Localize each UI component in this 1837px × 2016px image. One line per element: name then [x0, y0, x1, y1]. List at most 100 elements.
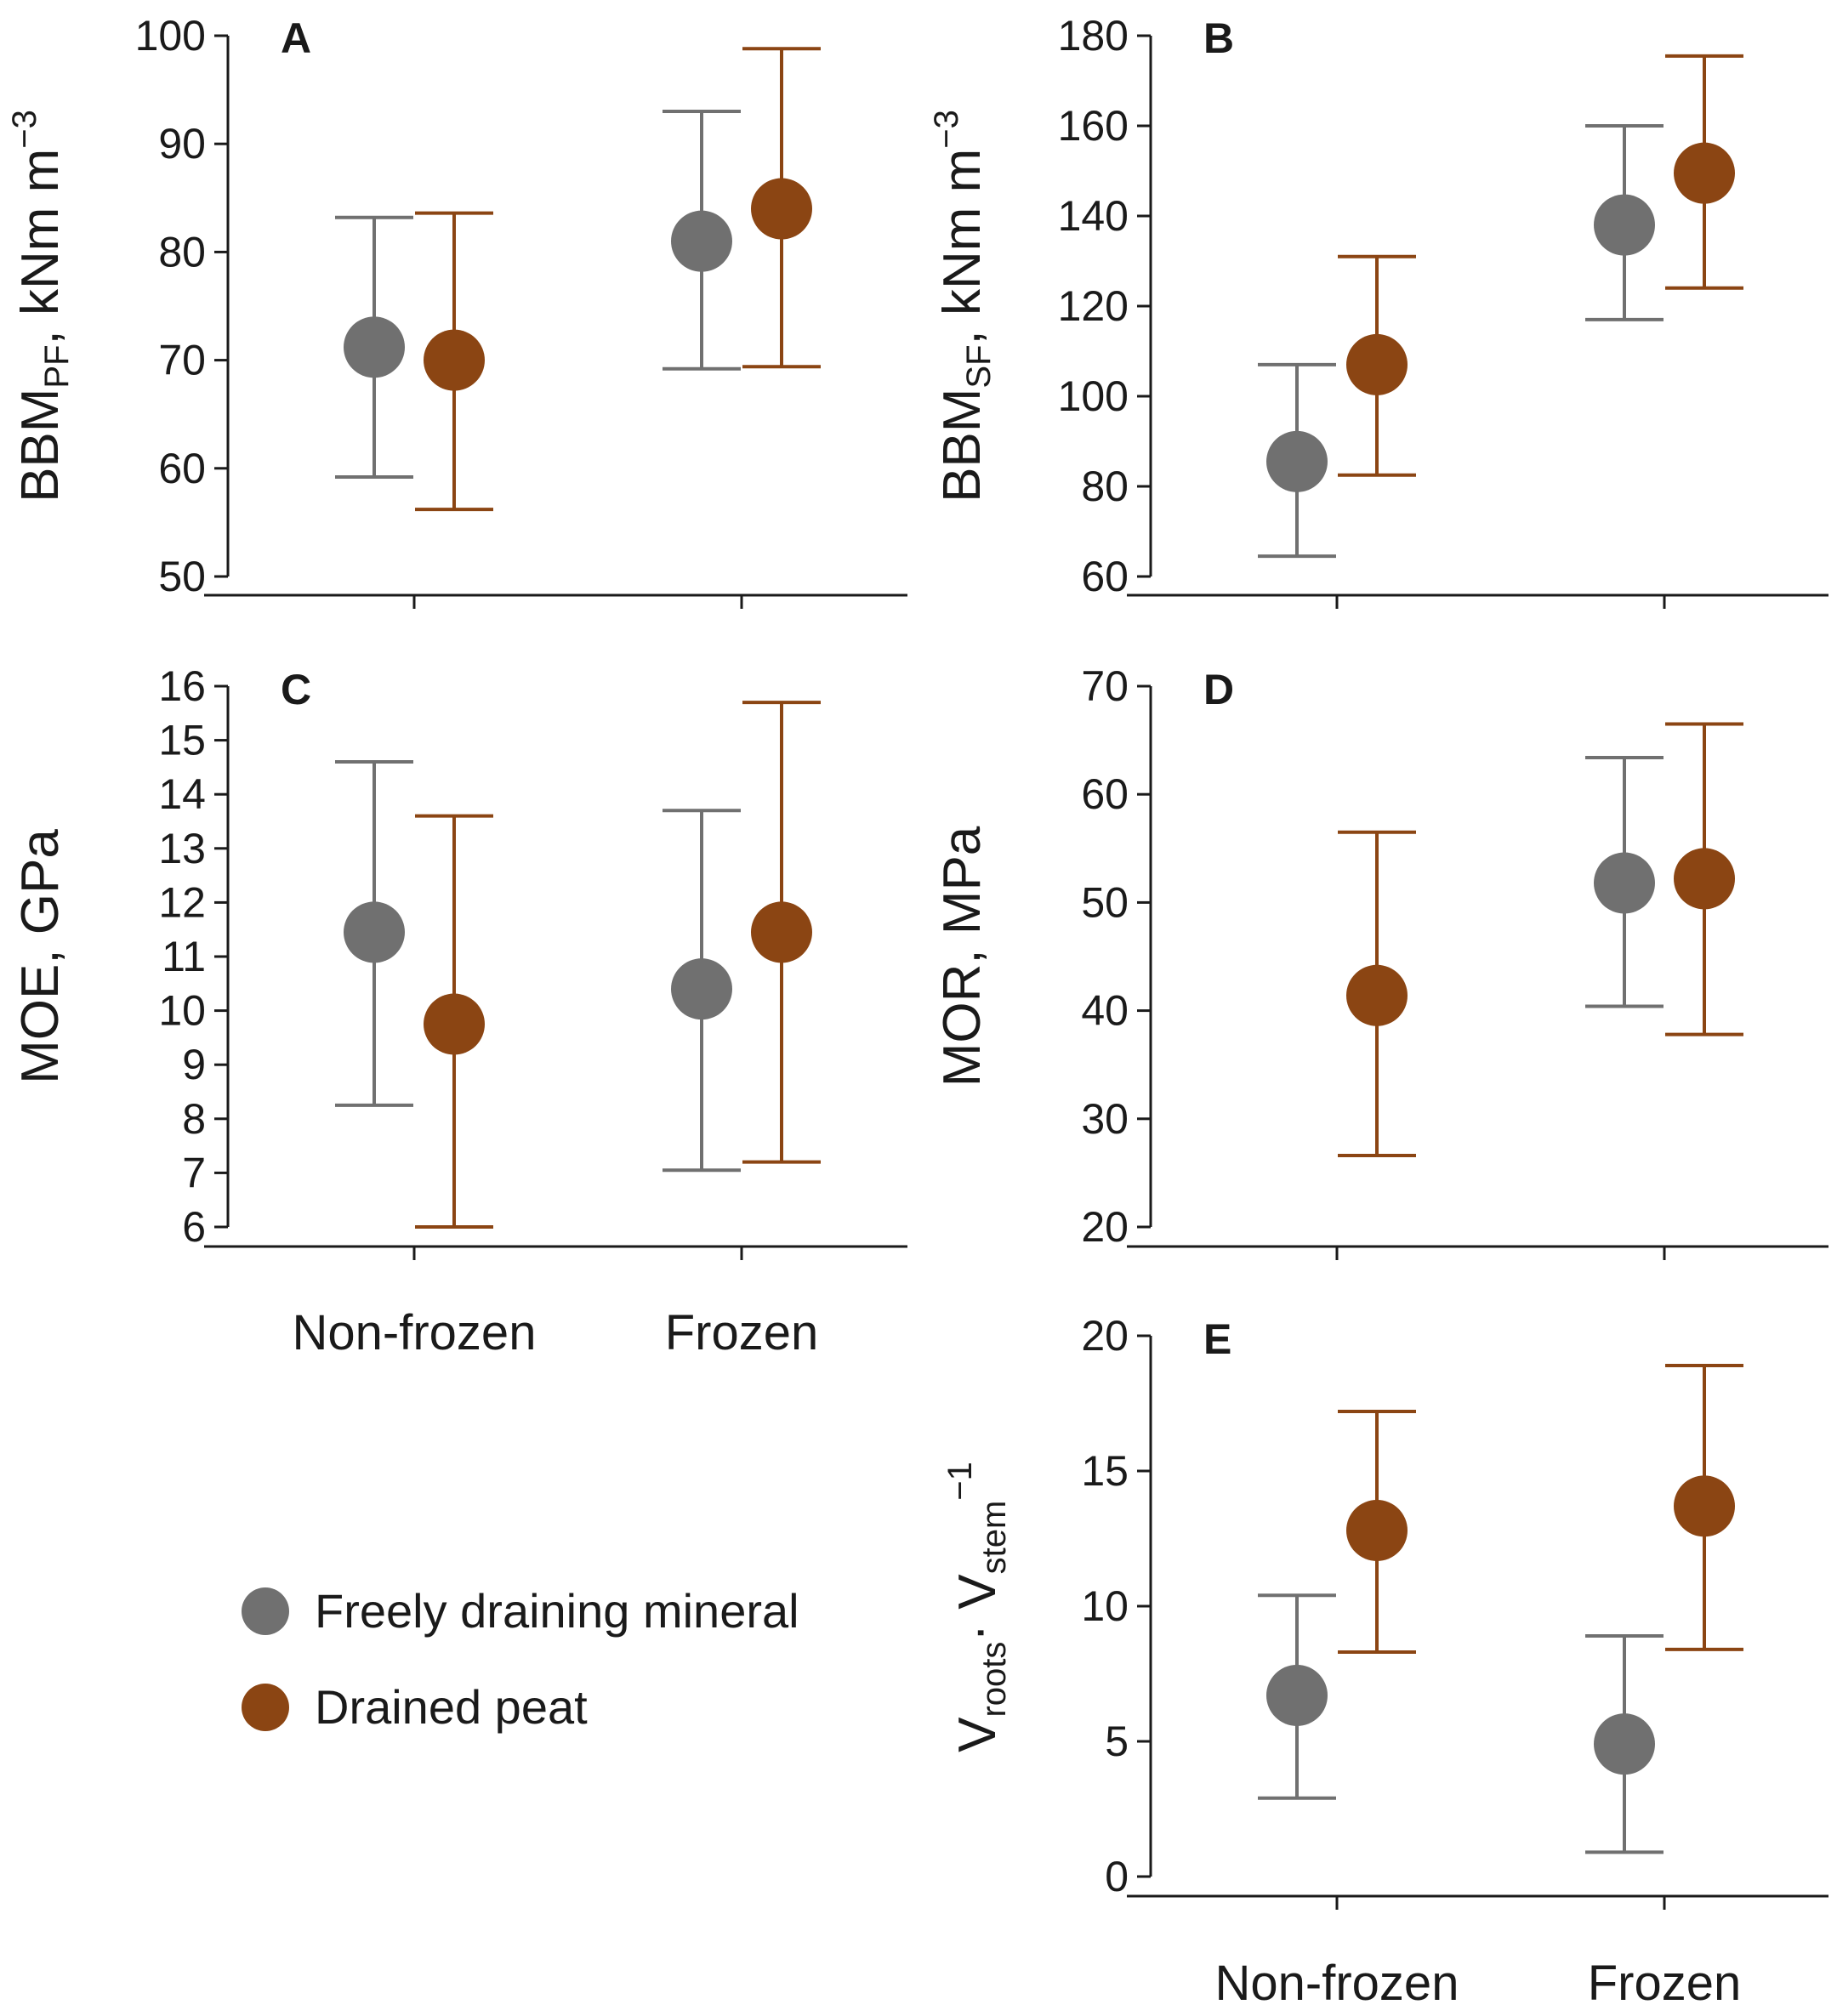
data-point-d-peat-1 [1674, 848, 1735, 910]
y-axis-title-a: BBMPF, kNm m−3 [6, 110, 76, 503]
y-tick-label-a-60: 60 [158, 445, 206, 492]
legend-marker-mineral [242, 1587, 289, 1635]
panel-d: 20 30 40 50 60 70 D MOR, MPa [933, 662, 1828, 1260]
data-point-c-mineral-1 [671, 958, 732, 1020]
y-axis-title-b: BBMSF, kNm m−3 [928, 110, 998, 503]
y-tick-label-e-15: 15 [1081, 1447, 1129, 1495]
panel-letter-d: D [1203, 666, 1234, 713]
y-tick-label-d-60: 60 [1081, 770, 1129, 818]
data-point-c-peat-0 [424, 993, 485, 1055]
y-tick-label-b-140: 140 [1058, 192, 1129, 240]
x-label-non-frozen-left: Non-frozen [293, 1305, 537, 1360]
data-point-b-mineral-1 [1594, 194, 1655, 256]
y-axis-title-part: V [948, 1717, 1007, 1752]
y-axis-title-part: roots [975, 1642, 1013, 1718]
y-tick-label-a-100: 100 [135, 12, 206, 60]
y-tick-label-e-10: 10 [1081, 1582, 1129, 1630]
y-axis-title-part: −1 [941, 1462, 979, 1501]
data-point-b-mineral-0 [1266, 430, 1328, 492]
left-column-x-axis-labels: Non-frozen Frozen [293, 1305, 819, 1360]
data-point-a-peat-0 [424, 329, 485, 391]
y-tick-label-b-160: 160 [1058, 102, 1129, 150]
data-point-b-peat-0 [1346, 333, 1408, 395]
y-tick-label-c-13: 13 [158, 825, 206, 872]
y-tick-label-d-50: 50 [1081, 878, 1129, 926]
y-tick-label-c-12: 12 [158, 878, 206, 926]
data-point-a-mineral-0 [344, 316, 405, 378]
y-tick-label-a-90: 90 [158, 120, 206, 168]
data-point-c-peat-1 [751, 901, 812, 963]
y-axis-title-part: −3 [6, 110, 43, 149]
y-axis-title-part: MOR, MPa [933, 826, 992, 1087]
y-tick-label-b-60: 60 [1081, 553, 1129, 600]
point-group-c-mineral-0 [335, 760, 413, 1107]
y-axis-title-part: BBM [11, 389, 70, 503]
y-tick-label-c-15: 15 [158, 717, 206, 764]
point-group-a-mineral-0 [335, 215, 413, 479]
x-label-frozen-right: Frozen [1588, 1956, 1742, 2011]
point-group-e-mineral-1 [1585, 1633, 1664, 1854]
y-tick-label-e-0: 0 [1105, 1853, 1129, 1900]
point-group-e-mineral-0 [1258, 1593, 1336, 1800]
y-tick-label-b-120: 120 [1058, 282, 1129, 330]
y-tick-label-c-6: 6 [182, 1203, 206, 1251]
panel-letter-e: E [1203, 1315, 1231, 1363]
y-tick-label-c-7: 7 [182, 1149, 206, 1196]
y-tick-label-c-10: 10 [158, 987, 206, 1035]
data-point-e-mineral-1 [1594, 1713, 1655, 1775]
legend-item-peat: Drained peat [242, 1680, 588, 1734]
y-tick-label-c-9: 9 [182, 1041, 206, 1088]
data-point-e-mineral-0 [1266, 1664, 1328, 1726]
legend-item-mineral: Freely draining mineral [242, 1584, 799, 1638]
point-group-a-peat-0 [415, 211, 493, 512]
y-tick-label-b-80: 80 [1081, 463, 1129, 510]
point-group-d-peat-0 [1338, 830, 1416, 1158]
y-tick-label-a-50: 50 [158, 553, 206, 600]
y-tick-label-c-16: 16 [158, 662, 206, 710]
data-point-a-peat-1 [751, 178, 812, 240]
point-group-d-peat-1 [1665, 722, 1743, 1036]
data-point-b-peat-1 [1674, 142, 1735, 204]
x-label-non-frozen-right: Non-frozen [1215, 1956, 1459, 2011]
point-group-d-mineral-1 [1585, 755, 1664, 1008]
y-axis-title-e: Vroots· Vstem−1 [941, 1462, 1013, 1752]
y-tick-label-d-20: 20 [1081, 1203, 1129, 1251]
y-tick-label-e-5: 5 [1105, 1718, 1129, 1765]
point-group-c-mineral-1 [663, 809, 741, 1173]
point-group-a-mineral-1 [663, 110, 741, 371]
y-tick-label-c-8: 8 [182, 1095, 206, 1143]
panel-a: 50 60 70 80 90 100 A BBMPF, kNm m−3 [6, 12, 907, 609]
data-point-c-mineral-0 [344, 901, 405, 963]
y-axis-title-part: −3 [928, 110, 965, 149]
y-tick-label-e-20: 20 [1081, 1312, 1129, 1360]
data-point-d-peat-0 [1346, 964, 1408, 1026]
panel-letter-b: B [1203, 14, 1234, 62]
legend: Freely draining mineral Drained peat [242, 1584, 799, 1734]
data-point-a-mineral-1 [671, 210, 732, 272]
y-axis-title-part: , kNm m [933, 149, 992, 345]
y-axis-title-part: BBM [933, 389, 992, 503]
point-group-c-peat-1 [742, 701, 821, 1164]
y-axis-title-part: SF [960, 344, 998, 388]
legend-label-mineral: Freely draining mineral [315, 1584, 799, 1638]
point-group-b-mineral-0 [1258, 362, 1336, 559]
panel-e: 0 5 10 15 20 E Vroots· Vstem−1 Non-frozen Frozen [941, 1312, 1828, 2011]
y-axis-title-part: stem [975, 1501, 1013, 1575]
point-group-a-peat-1 [742, 47, 821, 369]
y-tick-label-c-11: 11 [162, 933, 206, 980]
point-group-b-peat-1 [1665, 54, 1743, 290]
legend-label-peat: Drained peat [315, 1680, 588, 1734]
y-tick-label-a-70: 70 [158, 337, 206, 384]
data-point-e-peat-1 [1674, 1475, 1735, 1537]
y-axis-title-part: PF [38, 344, 76, 388]
y-tick-label-d-70: 70 [1081, 662, 1129, 710]
y-tick-label-b-100: 100 [1058, 372, 1129, 420]
y-axis-title-part: MOE, GPa [11, 829, 70, 1084]
panel-b: 60 80 100 120 140 160 180 B BBMSF, kNm m−3 [928, 12, 1828, 609]
point-group-e-peat-0 [1338, 1410, 1416, 1655]
data-point-d-mineral-1 [1594, 852, 1655, 914]
y-axis-title-d: MOR, MPa [933, 826, 992, 1087]
y-tick-label-b-180: 180 [1058, 12, 1129, 60]
